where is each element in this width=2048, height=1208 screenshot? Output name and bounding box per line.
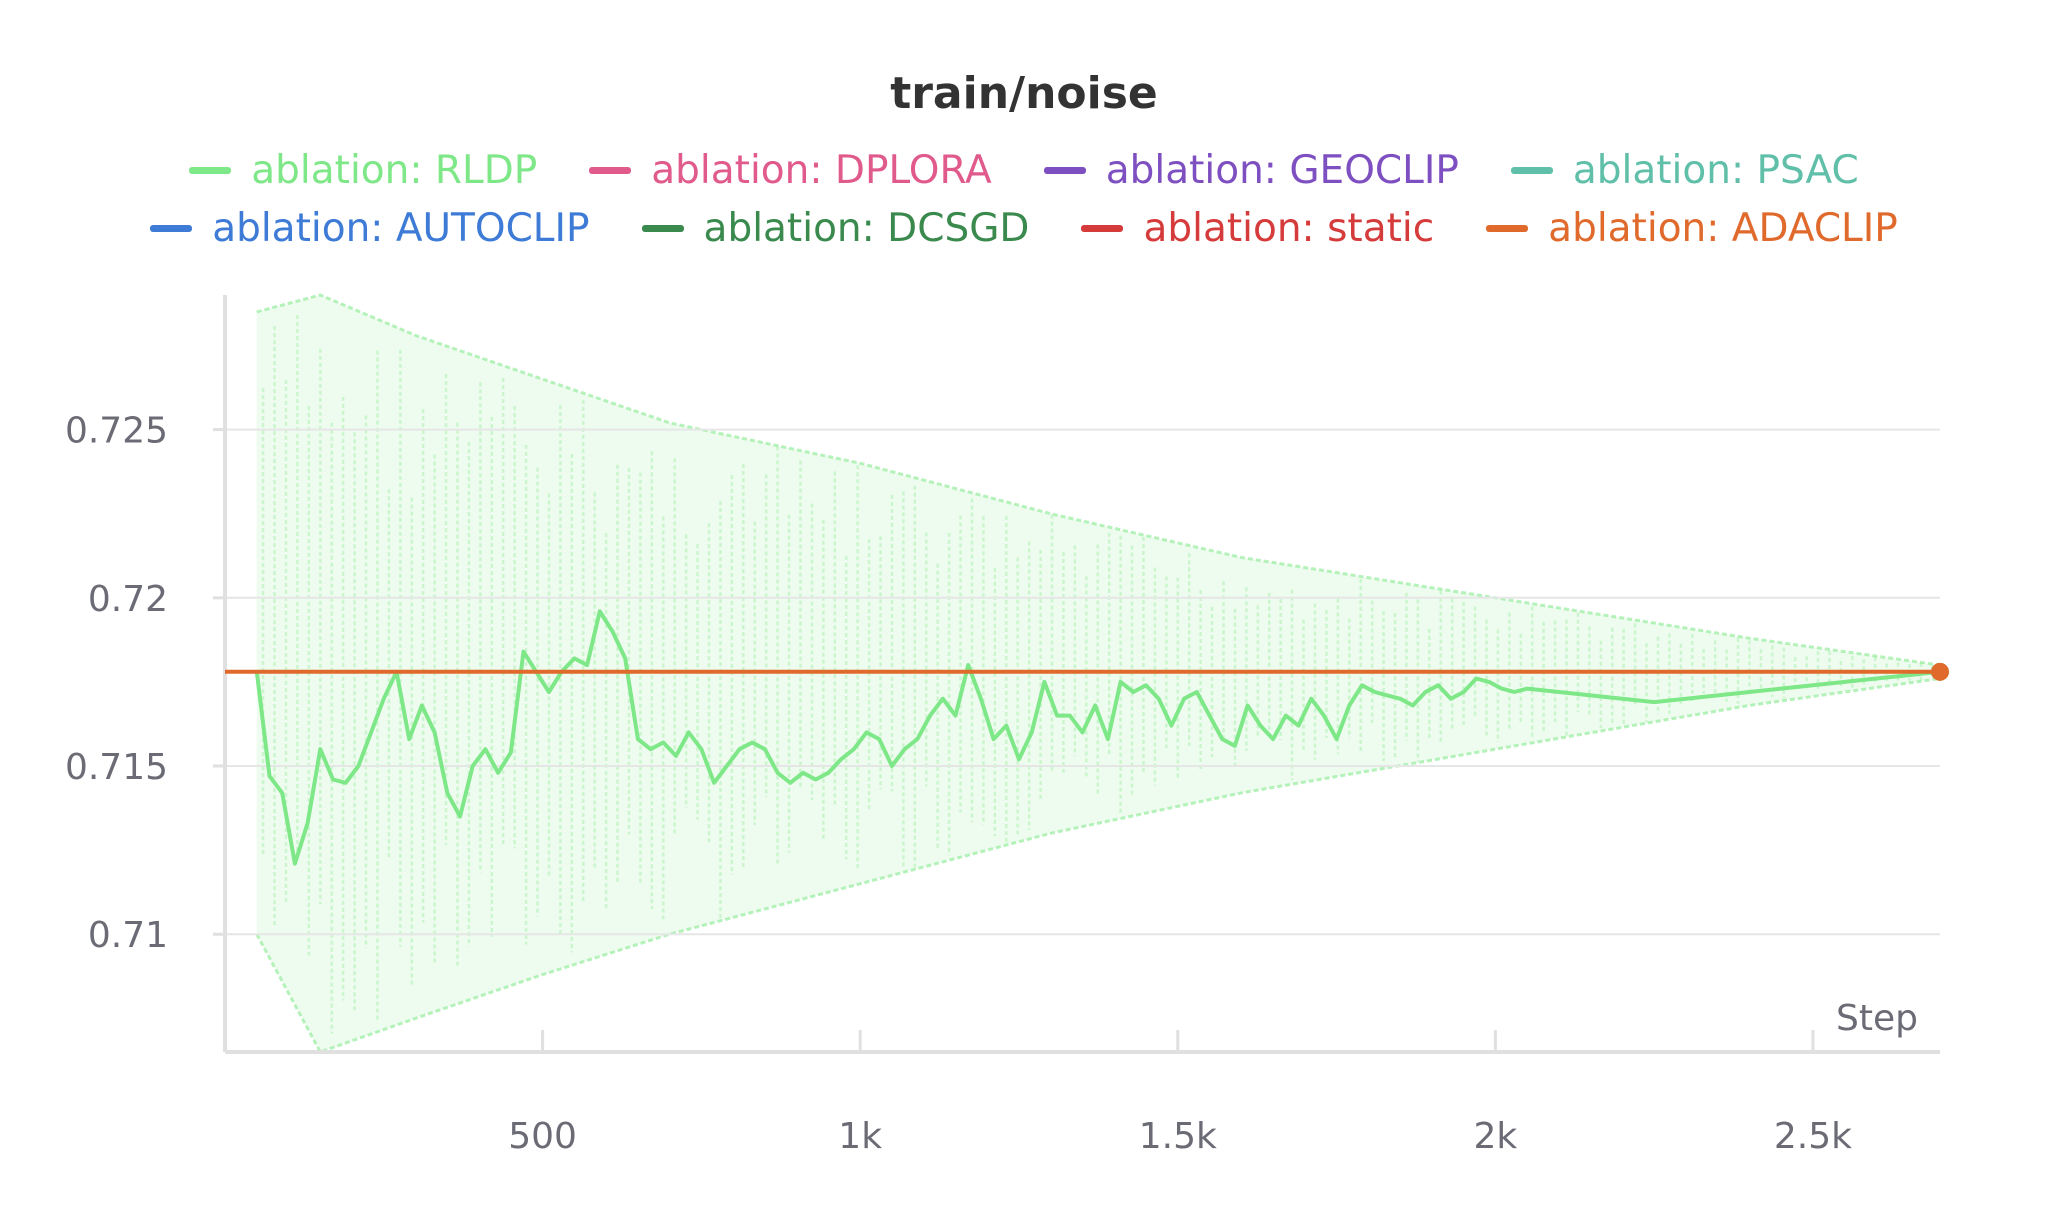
legend-label: ablation: static xyxy=(1143,206,1435,251)
legend-label: ablation: ADACLIP xyxy=(1548,206,1898,251)
band-upper-edge xyxy=(256,293,1941,667)
legend-swatch xyxy=(589,167,632,174)
legend-item[interactable]: ablation: DPLORA xyxy=(589,148,992,193)
legend-swatch xyxy=(1043,167,1086,174)
legend-swatch xyxy=(641,225,684,232)
x-tick-label: 2k xyxy=(1473,1116,1517,1157)
legend-item[interactable]: ablation: PSAC xyxy=(1510,148,1859,193)
legend-swatch xyxy=(189,167,232,174)
x-axis-label: Step xyxy=(1836,998,1918,1039)
legend-label: ablation: RLDP xyxy=(251,148,538,193)
legend-swatch xyxy=(1081,225,1124,232)
y-tick-label: 0.725 xyxy=(65,411,168,452)
x-tick-label: 1k xyxy=(838,1116,882,1157)
legend-item[interactable]: ablation: DCSGD xyxy=(641,206,1030,251)
legend-swatch xyxy=(150,225,193,232)
x-tick-label: 2.5k xyxy=(1774,1116,1852,1157)
legend-label: ablation: DCSGD xyxy=(703,206,1030,251)
legend-swatch xyxy=(1486,225,1529,232)
band-lower-edge xyxy=(255,677,1941,1054)
legend-label: ablation: GEOCLIP xyxy=(1105,148,1459,193)
series-line[interactable] xyxy=(254,609,1941,866)
legend-item[interactable]: ablation: RLDP xyxy=(189,148,537,193)
series-lines xyxy=(225,609,1949,866)
chart-title: train/noise xyxy=(890,68,1158,119)
legend-item[interactable]: ablation: static xyxy=(1081,206,1434,251)
x-tick-label: 1.5k xyxy=(1139,1116,1217,1157)
legend-item[interactable]: ablation: GEOCLIP xyxy=(1043,148,1459,193)
legend-label: ablation: DPLORA xyxy=(651,148,992,193)
legend-label: ablation: PSAC xyxy=(1572,148,1859,193)
axes: 0.71 0.715 0.72 0.725 500 1k 1.5k 2k 2.5k xyxy=(65,295,1940,1157)
y-tick-label: 0.71 xyxy=(88,915,168,956)
legend-row-1: ablation: RLDP ablation: DPLORA ablation: … xyxy=(0,148,2048,193)
legend-item[interactable]: ablation: AUTOCLIP xyxy=(150,206,590,251)
gridlines xyxy=(225,428,1940,936)
legend-label: ablation: AUTOCLIP xyxy=(212,206,590,251)
y-tick-label: 0.72 xyxy=(88,579,168,620)
x-tick-label: 500 xyxy=(508,1116,577,1157)
series-end-point xyxy=(1931,662,1949,681)
y-tick-label: 0.715 xyxy=(65,747,168,788)
legend-swatch xyxy=(1510,167,1553,174)
legend-row-2: ablation: AUTOCLIP ablation: DCSGD ablatio… xyxy=(0,206,2048,251)
legend-item[interactable]: ablation: ADACLIP xyxy=(1486,206,1898,251)
